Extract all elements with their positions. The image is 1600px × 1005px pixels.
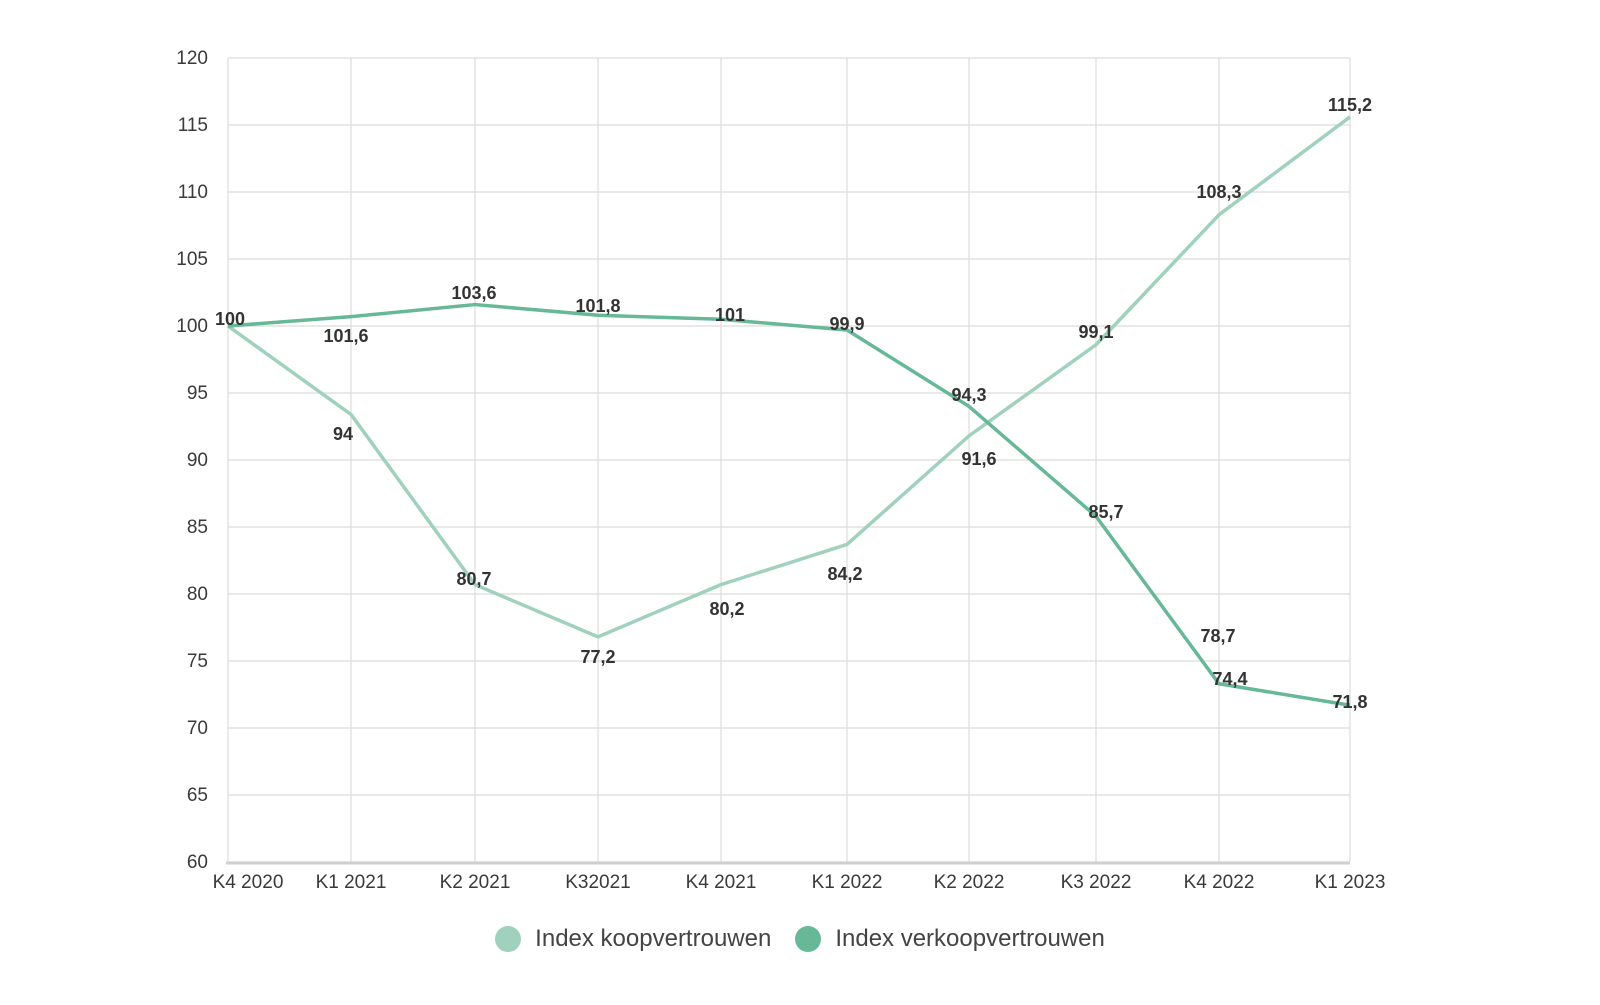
x-tick-label: K1 2023 [1315,872,1386,893]
data-label: 85,7 [1088,502,1123,522]
data-label: 80,7 [456,569,491,589]
data-label: 77,2 [580,647,615,667]
y-tick-label: 120 [176,48,208,69]
y-tick-label: 70 [187,718,208,739]
legend-item-koopvertrouwen[interactable]: Index koopvertrouwen [495,925,771,953]
y-tick-label: 60 [187,852,208,873]
legend-label-verkoopvertrouwen: Index verkoopvertrouwen [835,925,1105,952]
y-tick-label: 110 [178,182,208,203]
grid [226,57,1351,865]
y-tick-label: 115 [178,115,208,136]
y-tick-label: 80 [187,584,208,605]
x-tick-label: K4 2022 [1184,872,1255,893]
legend-swatch-verkoopvertrouwen [795,926,822,952]
series-line-0 [226,115,1352,639]
x-axis: K4 2020 K1 2021 K2 2021 K32021 K4 2021 K1 202… [213,872,1386,893]
x-tick-label: K4 2021 [686,872,757,893]
series-lines [226,115,1352,707]
x-tick-label: K2 2022 [934,872,1005,893]
data-label: 101,8 [575,296,620,316]
legend-swatch-koopvertrouwen [495,926,522,952]
x-tick-label: K1 2021 [316,872,387,893]
data-label-extra: 78,7 [1200,626,1235,646]
data-label: 99,1 [1078,322,1113,342]
y-tick-label: 85 [187,517,208,538]
x-tick-label: K2 2021 [440,872,511,893]
legend-item-verkoopvertrouwen[interactable]: Index verkoopvertrouwen [795,925,1105,953]
x-tick-label: K32021 [565,872,631,893]
legend-label-koopvertrouwen: Index koopvertrouwen [535,925,772,952]
y-axis: 60 65 70 75 80 85 90 95 100 105 110 115 120 [176,48,208,873]
y-tick-label: 75 [187,651,208,672]
data-labels: 94 80,7 77,2 80,2 84,2 91,6 99,1 108,3 115,2 100 1… [215,95,1372,712]
y-tick-label: 90 [187,450,208,471]
data-label: 71,8 [1332,692,1367,712]
data-label: 103,6 [451,283,496,303]
data-label: 80,2 [709,599,744,619]
y-tick-label: 105 [176,249,208,270]
data-label: 91,6 [961,449,996,469]
data-label: 84,2 [827,564,862,584]
legend: Index koopvertrouwen Index verkoopvertro… [0,925,1600,953]
x-tick-label: K3 2022 [1061,872,1132,893]
data-label: 99,9 [829,314,864,334]
data-label: 108,3 [1196,182,1241,202]
series-line-1 [227,302,1351,707]
data-label: 101,6 [323,326,368,346]
data-label: 101 [715,305,745,325]
x-tick-label: K4 2020 [213,872,284,893]
data-label: 74,4 [1212,669,1247,689]
data-label: 115,2 [1328,95,1372,115]
data-label: 94,3 [951,385,986,405]
y-tick-label: 100 [176,316,208,337]
data-label: 100 [215,309,245,329]
data-label: 94 [333,424,353,444]
x-tick-label: K1 2022 [812,872,883,893]
y-tick-label: 95 [187,383,208,404]
y-tick-label: 65 [187,785,208,806]
